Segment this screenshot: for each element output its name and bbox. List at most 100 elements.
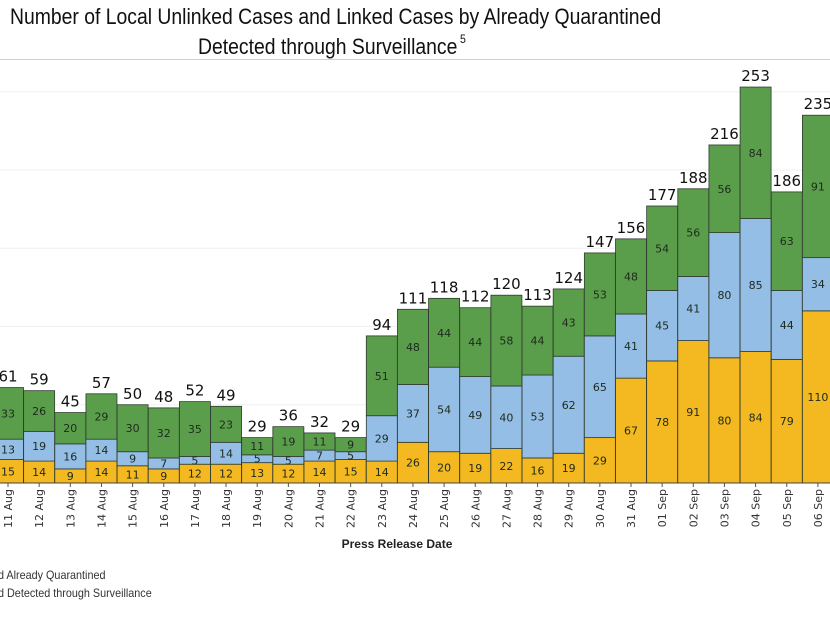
bar-segment: [646, 205, 679, 291]
segment-label: 14: [32, 466, 46, 479]
total-label: 36: [279, 407, 298, 425]
segment-label: 56: [686, 227, 700, 240]
segment-label: 48: [406, 341, 420, 354]
legend-item-detected-surveillance: d Detected through Surveillance: [0, 586, 152, 600]
segment-label: 53: [593, 288, 607, 301]
bar-segment: [677, 276, 710, 341]
segment-label: 43: [562, 317, 576, 330]
x-tick-label: 27 Aug: [500, 489, 513, 528]
bar-segment: [365, 335, 398, 417]
segment-label: 14: [375, 466, 389, 479]
segment-label: 22: [499, 460, 513, 473]
title-footnote: 5: [460, 32, 466, 46]
segment-label: 110: [807, 391, 828, 404]
x-tick-label: 30 Aug: [594, 489, 607, 528]
total-label: 235: [804, 95, 830, 113]
x-tick-label: 21 Aug: [314, 489, 327, 528]
x-tick-label: 16 Aug: [158, 489, 171, 528]
bar-segment: [428, 366, 461, 453]
segment-label: 16: [531, 464, 545, 477]
total-label: 113: [523, 286, 552, 304]
total-label: 48: [154, 388, 173, 406]
total-label: 120: [492, 275, 521, 293]
total-label: 94: [372, 316, 391, 334]
total-label: 186: [772, 172, 801, 190]
bar-segment: [583, 252, 616, 337]
total-label: 147: [586, 233, 615, 251]
segment-label: 15: [344, 465, 358, 478]
segment-label: 29: [94, 410, 108, 423]
x-tick-label: 18 Aug: [220, 489, 233, 528]
segment-label: 37: [406, 407, 420, 420]
total-label: 112: [461, 288, 490, 306]
segment-label: 23: [219, 418, 233, 431]
bar-segment: [397, 441, 429, 484]
segment-label: 84: [749, 411, 763, 424]
bar-segment: [490, 294, 523, 387]
x-tick-label: 23 Aug: [376, 489, 389, 528]
bar-segment: [428, 297, 461, 368]
segment-label: 20: [437, 461, 451, 474]
bar-segment: [365, 415, 398, 462]
segment-label: 19: [32, 440, 46, 453]
bar-segment: [521, 457, 554, 484]
total-label: 45: [61, 393, 80, 411]
segment-label: 78: [655, 416, 669, 429]
segment-label: 62: [562, 399, 576, 412]
bar-segment: [708, 357, 741, 484]
segment-label: 19: [562, 462, 576, 475]
bar-segment: [490, 385, 523, 449]
segment-label: 40: [499, 411, 513, 424]
segment-label: 84: [749, 147, 763, 160]
segment-label: 54: [437, 403, 451, 416]
segment-label: 7: [316, 450, 323, 463]
bar-segment: [521, 305, 554, 376]
x-tick-label: 26 Aug: [469, 489, 482, 528]
x-tick-label: 02 Sep: [687, 489, 700, 527]
bar-segment: [646, 360, 679, 484]
segment-label: 65: [593, 381, 607, 394]
segment-label: 9: [347, 439, 354, 452]
bar-segment: [739, 86, 772, 219]
segment-label: 34: [811, 278, 825, 291]
segment-label: 80: [717, 289, 731, 302]
total-label: 29: [248, 418, 267, 436]
bar-segment: [708, 144, 741, 234]
segment-label: 5: [347, 450, 354, 463]
x-tick-label: 14 Aug: [95, 489, 108, 528]
x-tick-label: 25 Aug: [438, 489, 451, 528]
bar-segment: [583, 437, 616, 484]
segment-label: 20: [63, 422, 77, 435]
segment-label: 26: [32, 405, 46, 418]
total-label: 124: [554, 269, 583, 287]
title-line2-text: Detected through Surveillance: [198, 34, 458, 59]
bar-segment: [770, 290, 803, 360]
segment-label: 33: [1, 407, 15, 420]
segment-label: 49: [468, 409, 482, 422]
x-tick-label: 04 Sep: [750, 489, 763, 527]
chart-title-line1: Number of Local Unlinked Cases and Linke…: [10, 4, 662, 29]
segment-label: 5: [285, 454, 292, 467]
total-label: 59: [30, 371, 49, 389]
segment-label: 91: [686, 406, 700, 419]
segment-label: 67: [624, 425, 638, 438]
x-tick-label: 17 Aug: [189, 489, 202, 528]
total-label: 32: [310, 413, 329, 431]
bar-segment: [54, 443, 87, 470]
segment-label: 29: [375, 432, 389, 445]
segment-label: 14: [94, 444, 108, 457]
segment-label: 16: [63, 450, 77, 463]
x-tick-label: 12 Aug: [33, 489, 46, 528]
segment-label: 13: [1, 443, 15, 456]
segment-label: 12: [219, 468, 233, 481]
segment-label: 9: [160, 470, 167, 483]
total-label: 216: [710, 125, 739, 143]
bar-segment: [615, 377, 647, 484]
segment-label: 41: [686, 303, 700, 316]
x-tick-label: 22 Aug: [345, 489, 358, 528]
segment-label: 53: [531, 410, 545, 423]
bar-segment: [210, 405, 242, 443]
x-tick-label: 11 Aug: [2, 489, 15, 528]
total-label: 118: [430, 278, 459, 296]
x-tick-label: 28 Aug: [532, 489, 545, 528]
